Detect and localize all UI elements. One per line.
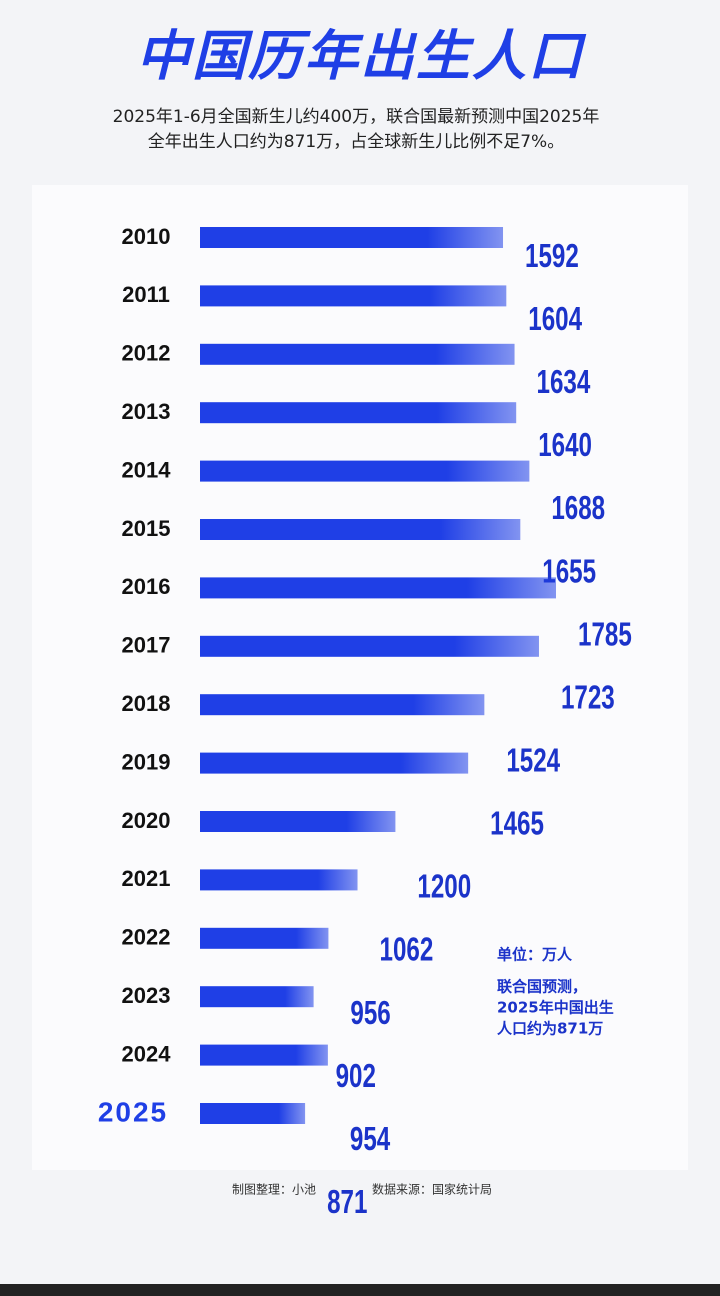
y-tick-label: 2017: [122, 633, 171, 658]
bar: [200, 402, 517, 424]
bar: [200, 285, 507, 307]
bar: [200, 577, 556, 599]
annotation: 2025年中国出生: [497, 999, 614, 1017]
y-tick-label: 2014: [122, 457, 172, 482]
bar: [200, 752, 469, 774]
annotation: 联合国预测，: [497, 978, 587, 996]
annotation: 人口约为871万: [497, 1020, 603, 1038]
value-label: 902: [336, 1058, 376, 1095]
value-label: 954: [350, 1121, 391, 1158]
bar: [200, 1044, 328, 1066]
value-label: 1640: [538, 428, 592, 465]
bar: [200, 869, 358, 891]
value-label: 1723: [561, 680, 615, 717]
value-label: 871: [327, 1184, 367, 1221]
y-tick-label: 2019: [122, 749, 171, 774]
annotation: 单位：万人: [497, 946, 573, 964]
y-tick-label: 2016: [122, 574, 171, 599]
bar: [200, 343, 515, 365]
bar: [200, 1103, 306, 1124]
y-tick-label: 2025: [98, 1096, 168, 1127]
y-tick-label: 2013: [122, 399, 171, 424]
value-label: 1524: [506, 743, 560, 780]
y-tick-label: 2012: [122, 341, 171, 366]
chart-title: 中国历年出生人口: [136, 25, 587, 88]
bar: [200, 811, 396, 832]
value-label: 1200: [417, 869, 471, 906]
y-tick-label: 2020: [122, 808, 171, 833]
bar: [200, 227, 504, 248]
bar: [200, 927, 329, 949]
subtitle: 2025年1-6月全国新生儿约400万，联合国最新预测中国2025年: [113, 107, 600, 127]
footer: 制图整理：小池: [232, 1182, 316, 1197]
y-tick-label: 2018: [122, 691, 171, 716]
bar: [200, 694, 485, 716]
value-label: 1465: [490, 806, 544, 843]
bar: [200, 460, 530, 482]
value-label: 1688: [551, 491, 605, 528]
value-label: 1062: [380, 932, 434, 969]
y-tick-label: 2023: [122, 983, 171, 1008]
subtitle: 全年出生人口约为871万，占全球新生儿比例不足7%。: [148, 132, 564, 152]
y-tick-label: 2011: [122, 282, 170, 307]
bar: [200, 986, 314, 1008]
value-label: 1592: [525, 238, 579, 275]
y-tick-label: 2021: [122, 866, 171, 891]
y-tick-label: 2010: [122, 224, 171, 249]
bottom-bar: [0, 1284, 720, 1296]
value-label: 1634: [537, 364, 591, 401]
y-tick-label: 2015: [122, 516, 171, 541]
bar: [200, 519, 521, 540]
footer: 数据来源：国家统计局: [372, 1182, 492, 1197]
value-label: 1785: [578, 617, 632, 654]
value-label: 956: [350, 995, 390, 1032]
value-label: 1604: [528, 301, 582, 338]
y-tick-label: 2022: [122, 925, 171, 950]
y-tick-label: 2024: [122, 1041, 172, 1066]
bar: [200, 635, 539, 657]
